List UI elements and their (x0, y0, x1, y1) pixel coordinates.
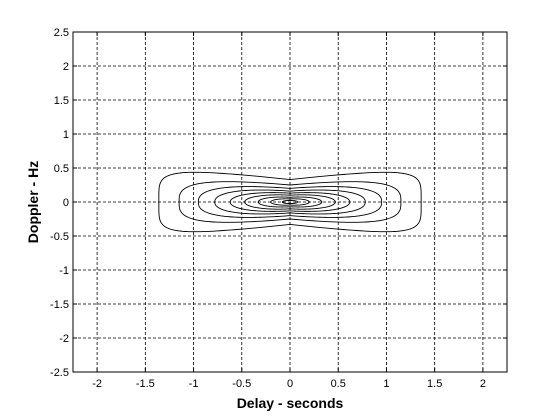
y-tick-label: 1.5 (54, 95, 69, 107)
y-tick-labels: 2.5 2 1.5 1 0.5 0 -0.5 -1 -1.5 -2 -2.5 (50, 27, 69, 379)
x-tick-label: -0.5 (232, 378, 251, 390)
x-tick-label: 2 (480, 378, 486, 390)
contour-line (178, 181, 402, 223)
contour-line (270, 198, 310, 206)
tick-marks (73, 31, 507, 373)
x-tick-labels: -2 -1.5 -1 -0.5 0 0.5 1 1.5 2 (92, 378, 486, 390)
contour-line (158, 171, 422, 233)
y-tick-label: 2.5 (54, 27, 69, 39)
y-tick-label: -1 (59, 265, 69, 277)
y-tick-label: 0.5 (54, 163, 69, 175)
contour-line (229, 192, 351, 212)
x-tick-label: 0 (287, 378, 293, 390)
contour-line (257, 196, 323, 208)
y-tick-label: -1.5 (50, 299, 69, 311)
x-tick-label: 0.5 (331, 378, 346, 390)
contour-line (197, 186, 383, 218)
y-tick-label: 0 (63, 197, 69, 209)
y-tick-label: 1 (63, 129, 69, 141)
contour-line (281, 200, 299, 204)
x-tick-label: -2 (92, 378, 102, 390)
x-axis-title: Delay - seconds (237, 395, 344, 411)
x-tick-label: 1.5 (427, 378, 442, 390)
x-tick-label: -1.5 (136, 378, 155, 390)
x-tick-label: -1 (189, 378, 199, 390)
y-tick-label: -2.5 (50, 367, 69, 379)
contour-line (214, 189, 366, 215)
y-axis-title: Doppler - Hz (25, 161, 41, 243)
x-tick-label: 1 (383, 378, 389, 390)
contour-lines (158, 171, 422, 233)
y-tick-label: -0.5 (50, 231, 69, 243)
y-tick-label: -2 (59, 333, 69, 345)
contour-line (244, 194, 336, 210)
y-tick-label: 2 (63, 61, 69, 73)
